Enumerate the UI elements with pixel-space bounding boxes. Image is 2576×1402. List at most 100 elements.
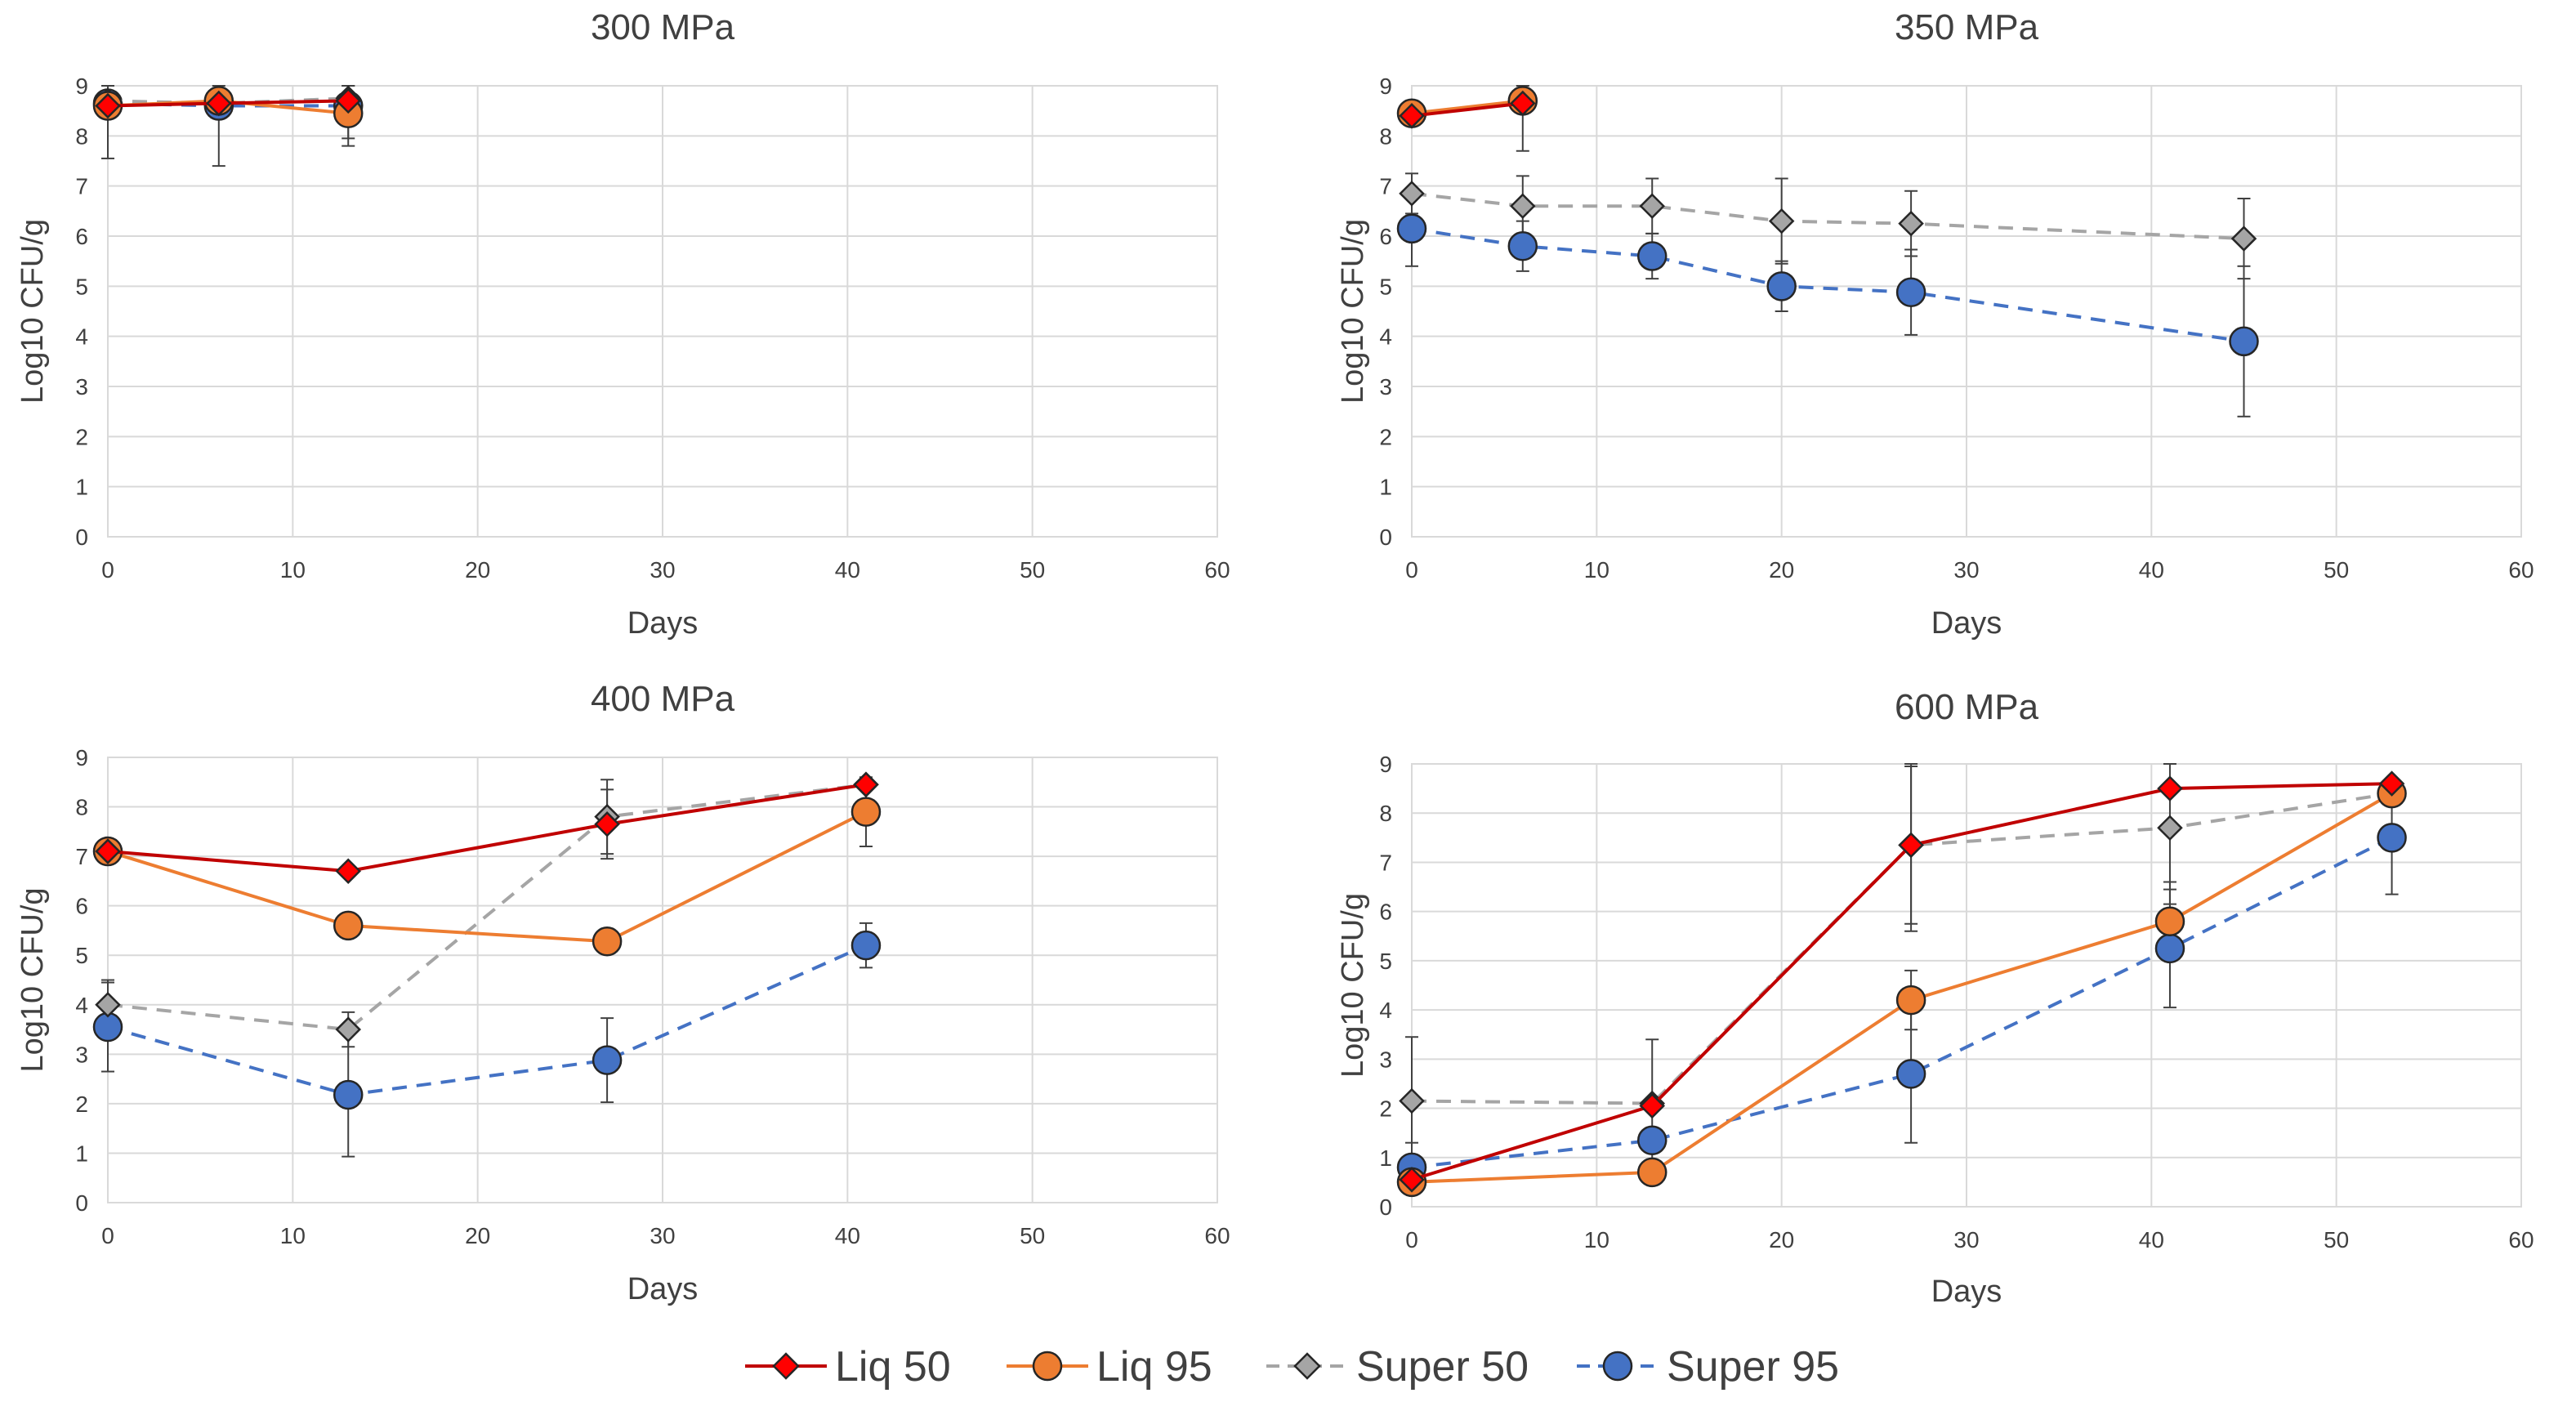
chart-panel-3: 600 MPa 0 1 2 3 4 5 6 7 8 9 0 10 20 30 40 50 60 Days Log10 … xyxy=(1336,687,2534,1309)
data-point xyxy=(850,797,882,827)
y-tick-label: 2 xyxy=(75,1092,88,1117)
x-tick-label: 0 xyxy=(101,557,114,583)
y-tick-label: 7 xyxy=(75,844,88,869)
y-tick-label: 1 xyxy=(75,475,88,500)
series-line xyxy=(1411,836,2393,1169)
y-tick-label: 1 xyxy=(75,1141,88,1166)
y-axis-label: Log10 CFU/g xyxy=(1336,219,1370,404)
data-point xyxy=(1510,193,1536,219)
data-point xyxy=(95,838,121,864)
x-tick-label: 60 xyxy=(1204,557,1230,583)
x-tick-label: 30 xyxy=(650,1223,675,1248)
y-tick-label: 3 xyxy=(1379,374,1392,400)
data-point xyxy=(1898,210,1924,237)
y-axis-label: Log10 CFU/g xyxy=(16,887,50,1072)
data-point xyxy=(1898,832,1924,859)
y-tick-label: 2 xyxy=(1379,424,1392,449)
chart-title: 300 MPa xyxy=(591,7,735,47)
chart-panel-1: 350 MPa 0 1 2 3 4 5 6 7 8 9 0 10 20 30 40 50 60 Days Log10 … xyxy=(1336,7,2534,641)
y-axis-label: Log10 CFU/g xyxy=(1336,893,1370,1078)
data-point xyxy=(1768,208,1795,234)
plot-area xyxy=(107,85,1218,538)
series-line xyxy=(107,783,867,1032)
data-point xyxy=(853,771,879,798)
y-tick-label: 6 xyxy=(1379,224,1392,249)
data-point xyxy=(1895,1059,1926,1089)
y-tick-label: 6 xyxy=(75,224,88,249)
x-tick-label: 40 xyxy=(835,557,860,583)
series-liq95 xyxy=(92,86,364,128)
y-tick-label: 7 xyxy=(1379,850,1392,875)
data-point xyxy=(1895,985,1926,1016)
y-tick-label: 5 xyxy=(1379,274,1392,299)
y-tick-label: 4 xyxy=(1379,998,1392,1023)
series-line xyxy=(1411,792,2393,1184)
x-tick-label: 10 xyxy=(1584,557,1609,583)
chart-title: 400 MPa xyxy=(591,679,735,719)
y-tick-label: 0 xyxy=(75,1190,88,1216)
legend-label: Super 95 xyxy=(1667,1343,1839,1391)
data-point xyxy=(1639,1092,1666,1119)
y-tick-label: 6 xyxy=(75,894,88,919)
legend-item-super95: Super 95 xyxy=(1577,1343,1839,1391)
chart-title: 350 MPa xyxy=(1895,7,2039,47)
legend-marker xyxy=(1293,1352,1321,1380)
data-point xyxy=(333,1079,364,1110)
data-point xyxy=(2229,326,2259,357)
legend-item-liq95: Liq 95 xyxy=(1007,1343,1212,1391)
x-tick-label: 20 xyxy=(1769,1227,1794,1252)
y-tick-label: 8 xyxy=(1379,801,1392,826)
data-point xyxy=(1396,213,1427,244)
legend-label: Liq 95 xyxy=(1096,1343,1212,1391)
data-point xyxy=(594,810,620,837)
data-point xyxy=(1507,231,1538,261)
y-tick-label: 1 xyxy=(1379,475,1392,500)
y-tick-label: 2 xyxy=(75,424,88,449)
x-tick-label: 10 xyxy=(280,1223,306,1248)
y-tick-label: 4 xyxy=(75,324,88,350)
y-tick-label: 7 xyxy=(75,174,88,199)
series-super95 xyxy=(1396,213,2259,357)
data-point xyxy=(2154,906,2185,936)
series-line xyxy=(1411,99,1524,115)
x-tick-label: 50 xyxy=(1020,1223,1045,1248)
data-point xyxy=(335,1016,362,1043)
x-tick-label: 30 xyxy=(1953,557,1979,583)
y-tick-label: 2 xyxy=(1379,1096,1392,1122)
y-tick-label: 3 xyxy=(75,1042,88,1067)
data-point xyxy=(333,910,364,941)
data-point xyxy=(206,90,232,117)
series-line xyxy=(107,783,867,873)
x-tick-label: 60 xyxy=(1204,1223,1230,1248)
y-tick-label: 3 xyxy=(1379,1047,1392,1072)
data-point xyxy=(592,926,623,957)
y-tick-label: 1 xyxy=(1379,1145,1392,1171)
data-point xyxy=(2154,933,2185,964)
y-tick-label: 9 xyxy=(1379,74,1392,99)
data-point xyxy=(1636,1125,1667,1155)
series-liq50 xyxy=(1399,90,1536,129)
y-tick-label: 8 xyxy=(1379,123,1392,149)
x-tick-label: 20 xyxy=(465,557,490,583)
data-point xyxy=(2230,225,2257,252)
series-super50 xyxy=(95,771,879,1043)
data-point xyxy=(2378,770,2405,797)
x-tick-label: 60 xyxy=(2508,1227,2534,1252)
x-axis-label: Days xyxy=(627,606,699,641)
x-tick-label: 10 xyxy=(280,557,306,583)
x-tick-label: 50 xyxy=(1020,557,1045,583)
y-tick-label: 7 xyxy=(1379,174,1392,199)
data-point xyxy=(1399,103,1425,129)
data-point xyxy=(1766,271,1797,301)
data-point xyxy=(2157,775,2183,801)
x-tick-label: 20 xyxy=(1769,557,1794,583)
x-tick-label: 30 xyxy=(1953,1227,1979,1252)
series-line xyxy=(107,810,867,944)
y-tick-label: 4 xyxy=(1379,324,1392,350)
y-tick-label: 0 xyxy=(75,525,88,550)
data-point xyxy=(1639,193,1666,219)
data-point xyxy=(1399,181,1425,207)
data-point xyxy=(95,992,121,1018)
chart-title: 600 MPa xyxy=(1895,687,2039,727)
